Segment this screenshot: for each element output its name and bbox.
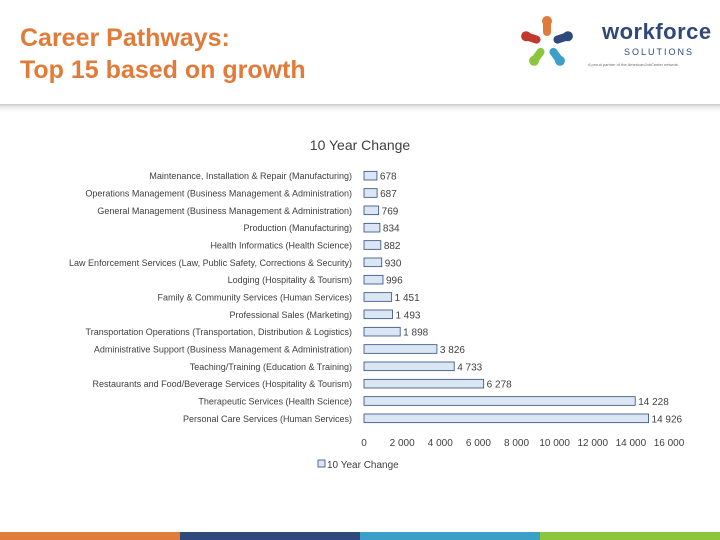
logo-figure-body	[530, 47, 545, 65]
x-tick-label: 16 000	[654, 438, 685, 449]
data-label: 1 493	[395, 310, 420, 321]
category-label: Personal Care Services (Human Services)	[183, 414, 352, 424]
category-label: Operations Management (Business Manageme…	[85, 189, 352, 199]
footer-color-segment	[540, 532, 720, 540]
category-label: Family & Community Services (Human Servi…	[157, 293, 352, 303]
data-label: 3 826	[440, 345, 465, 356]
category-label: Maintenance, Installation & Repair (Manu…	[149, 171, 352, 181]
bar-chart: 10 Year Change Maintenance, Installation …	[69, 137, 685, 471]
bar	[363, 222, 381, 233]
data-label: 1 898	[403, 328, 428, 339]
x-tick-label: 6 000	[466, 438, 491, 449]
logo-wordmark: workforce	[602, 19, 712, 44]
logo-figure-body	[553, 32, 572, 44]
logo-tagline: A proud partner of the AmericanJobCenter…	[588, 62, 679, 67]
legend-label: 10 Year Change	[327, 460, 399, 471]
bar	[363, 188, 378, 198]
footer-color-segment	[180, 532, 360, 540]
category-label: Law Enforcement Services (Law, Public Sa…	[69, 258, 352, 268]
bar	[363, 170, 378, 181]
category-label: Lodging (Hospitality & Tourism)	[228, 275, 352, 285]
logo-subtitle: SOLUTIONS	[624, 47, 695, 57]
bar	[363, 378, 485, 389]
legend-swatch	[317, 459, 326, 468]
logo-figure-body	[549, 47, 564, 65]
category-label: Teaching/Training (Education & Training)	[190, 362, 352, 372]
data-label: 687	[380, 189, 397, 200]
data-label: 4 733	[457, 362, 482, 373]
people-circle-icon	[521, 16, 573, 66]
data-label: 14 926	[652, 414, 683, 425]
footer-color-segment	[360, 532, 540, 540]
category-label: Therapeutic Services (Health Science)	[198, 397, 352, 407]
data-label: 769	[382, 206, 399, 217]
bar	[363, 257, 383, 268]
x-tick-label: 14 000	[616, 438, 647, 449]
footer-color-segment	[0, 532, 180, 540]
x-tick-label: 10 000	[539, 438, 570, 449]
data-label: 1 451	[395, 293, 420, 304]
bar	[363, 240, 382, 250]
slide-title-line1: Career Pathways:	[20, 24, 230, 52]
x-tick-label: 2 000	[390, 438, 415, 449]
category-label: Administrative Support (Business Managem…	[94, 345, 352, 355]
slide-title: Career Pathways: Top 15 based on growth	[20, 22, 306, 86]
category-label: Production (Manufacturing)	[243, 223, 352, 233]
bar	[363, 361, 455, 372]
category-label: Health Informatics (Health Science)	[210, 241, 352, 251]
data-label: 930	[385, 258, 402, 269]
x-tick-label: 8 000	[504, 438, 529, 449]
x-tick-label: 4 000	[428, 438, 453, 449]
x-tick-label: 0	[361, 438, 367, 449]
bar	[363, 396, 636, 406]
bar	[363, 309, 393, 320]
bar	[363, 205, 380, 216]
bar	[363, 292, 393, 302]
bar	[363, 326, 401, 337]
data-label: 882	[384, 241, 401, 252]
data-label: 834	[383, 224, 400, 235]
category-label: Restaurants and Food/Beverage Services (…	[93, 379, 352, 389]
data-label: 996	[386, 276, 403, 287]
bar	[363, 413, 649, 424]
slide-title-line2: Top 15 based on growth	[20, 56, 306, 84]
logo-figure-body	[522, 32, 541, 44]
category-label: Professional Sales (Marketing)	[229, 310, 352, 320]
x-tick-label: 12 000	[577, 438, 608, 449]
category-label: Transportation Operations (Transportatio…	[86, 327, 352, 337]
chart-title: 10 Year Change	[310, 137, 411, 153]
bar	[363, 274, 384, 285]
workforce-solutions-logo: workforce SOLUTIONS A proud partner of t…	[516, 12, 711, 74]
data-label: 678	[380, 172, 397, 183]
title-divider	[0, 104, 720, 112]
bar	[363, 344, 438, 354]
category-label: General Management (Business Management …	[97, 206, 352, 216]
data-label: 6 278	[487, 380, 512, 391]
footer-color-bar	[0, 532, 720, 540]
data-label: 14 228	[638, 397, 669, 408]
